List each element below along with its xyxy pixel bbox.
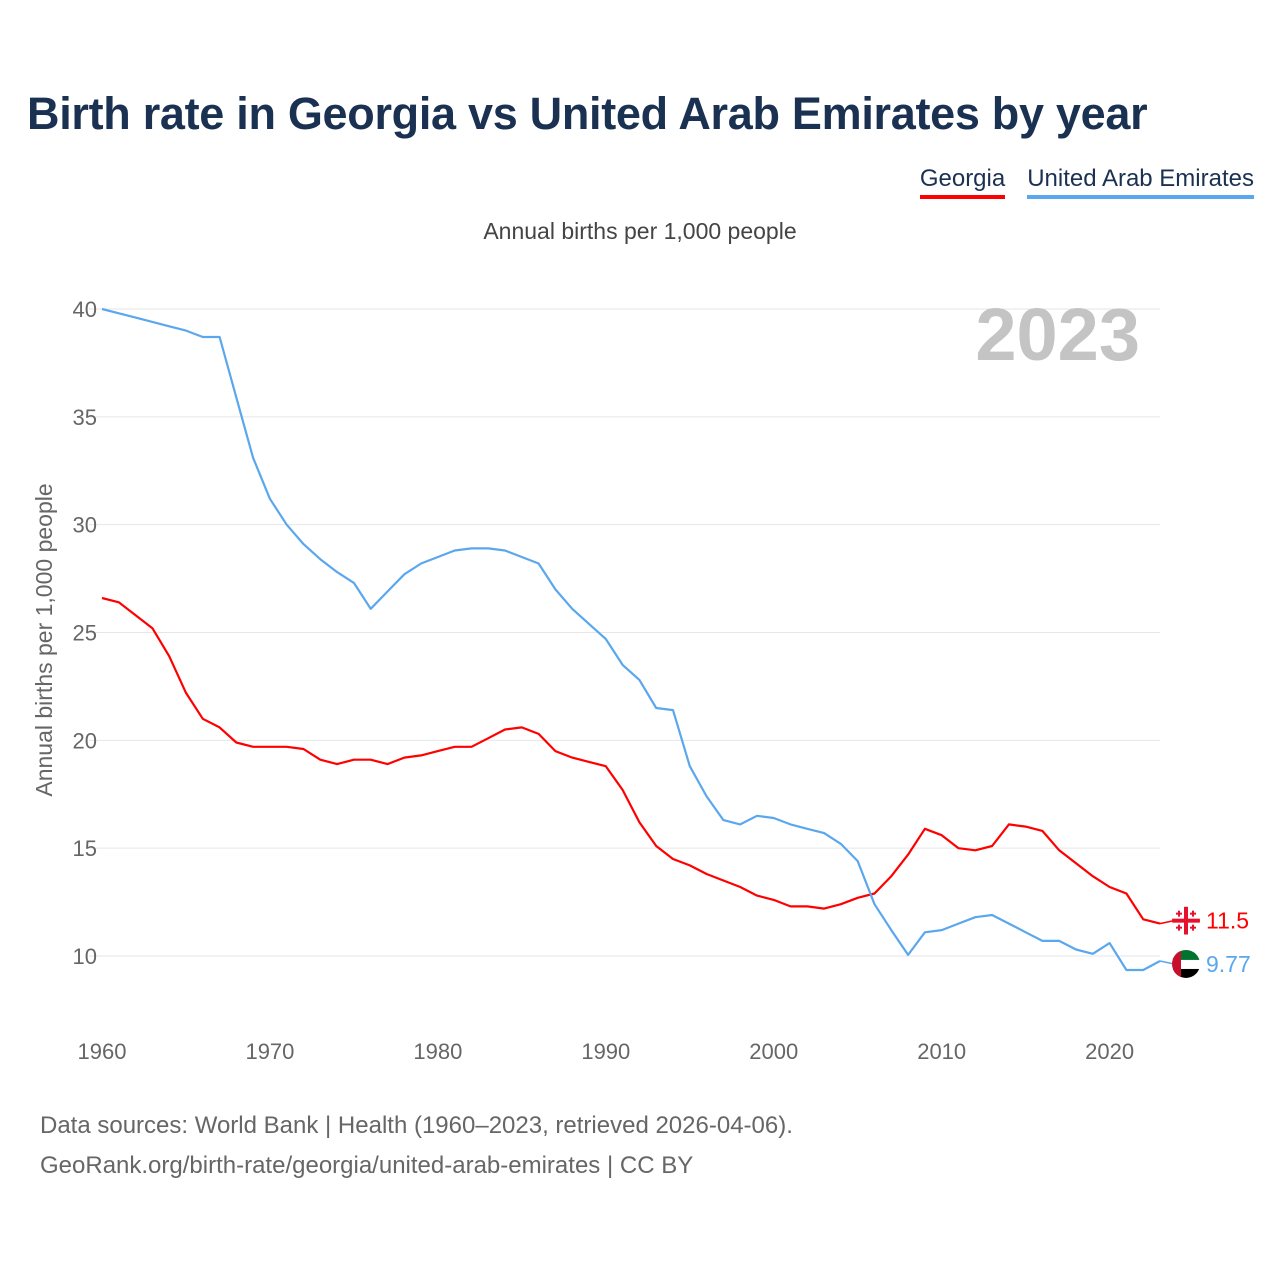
year-watermark: 2023 (975, 293, 1140, 376)
x-tick-label: 1970 (245, 1039, 294, 1064)
footer: Data sources: World Bank | Health (1960–… (40, 1106, 793, 1186)
x-tick-label: 1960 (78, 1039, 127, 1064)
x-tick-label: 2010 (917, 1039, 966, 1064)
y-tick-label: 30 (73, 513, 97, 538)
series-line-georgia (101, 596, 1161, 925)
end-connector (1159, 919, 1175, 925)
y-tick-label: 40 (73, 297, 97, 322)
y-tick-label: 10 (73, 944, 97, 969)
legend: Georgia United Arab Emirates (919, 165, 1254, 199)
x-tick-label: 1990 (581, 1039, 630, 1064)
end-value-label: 11.5 (1206, 908, 1249, 934)
footer-link[interactable]: GeoRank.org/birth-rate/georgia/united-ar… (40, 1152, 694, 1179)
chart-subtitle: Annual births per 1,000 people (483, 218, 797, 244)
y-tick-label: 15 (73, 836, 97, 861)
y-tick-label: 20 (73, 728, 97, 753)
chart-title: Birth rate in Georgia vs United Arab Emi… (27, 88, 1148, 139)
series-line-uae (101, 307, 1161, 972)
legend-item-uae[interactable]: United Arab Emirates (1027, 165, 1254, 199)
y-tick-label: 25 (73, 621, 97, 646)
x-tick-label: 2000 (749, 1039, 798, 1064)
legend-item-georgia[interactable]: Georgia (919, 165, 1006, 199)
footer-sources: Data sources: World Bank | Health (1960–… (40, 1112, 793, 1139)
georgia-flag-icon (1172, 906, 1200, 935)
y-tick-label: 35 (73, 405, 97, 430)
uae-flag-icon (1172, 949, 1200, 978)
end-connector (1159, 960, 1175, 965)
x-tick-label: 1980 (413, 1039, 462, 1064)
end-value-label: 9.77 (1206, 951, 1251, 977)
y-axis-label: Annual births per 1,000 people (31, 483, 57, 796)
x-tick-label: 2020 (1085, 1039, 1134, 1064)
